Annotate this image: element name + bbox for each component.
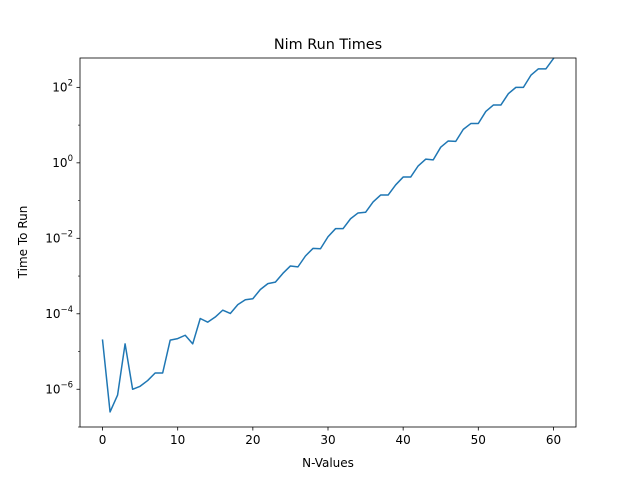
plot-area <box>101 57 555 413</box>
x-tick-label: 10 <box>170 433 185 447</box>
y-tick-label-base: 10 <box>52 80 67 94</box>
y-tick-label-base: 10 <box>45 382 60 396</box>
y-tick-label: 102 <box>52 78 73 94</box>
y-tick-label-base: 10 <box>52 156 67 170</box>
x-tick-label: 20 <box>245 433 260 447</box>
y-tick-label-base: 10 <box>45 231 60 245</box>
x-tick-label: 50 <box>471 433 486 447</box>
x-tick-label: 40 <box>396 433 411 447</box>
y-tick-label-exponent: −6 <box>60 380 73 390</box>
y-tick-label-exponent: 0 <box>68 154 73 164</box>
y-tick-label-exponent: 2 <box>68 78 73 88</box>
x-axis: 0 10 20 30 40 50 60 <box>99 427 561 447</box>
y-axis-label: Time To Run <box>16 206 30 280</box>
y-tick-label: 10−2 <box>45 229 73 245</box>
x-tick-label: 60 <box>546 433 561 447</box>
y-tick-label-base: 10 <box>45 307 60 321</box>
y-tick-label-exponent: −4 <box>60 305 73 315</box>
x-tick-label: 0 <box>99 433 107 447</box>
y-tick-label: 10−6 <box>45 380 73 396</box>
y-tick-label-exponent: −2 <box>60 229 73 239</box>
y-tick-label: 100 <box>52 154 73 170</box>
series-line <box>101 57 555 413</box>
x-tick-label: 30 <box>320 433 335 447</box>
x-axis-label: N-Values <box>302 456 354 470</box>
chart-title: Nim Run Times <box>274 37 382 53</box>
y-tick-label: 10−4 <box>45 305 73 321</box>
